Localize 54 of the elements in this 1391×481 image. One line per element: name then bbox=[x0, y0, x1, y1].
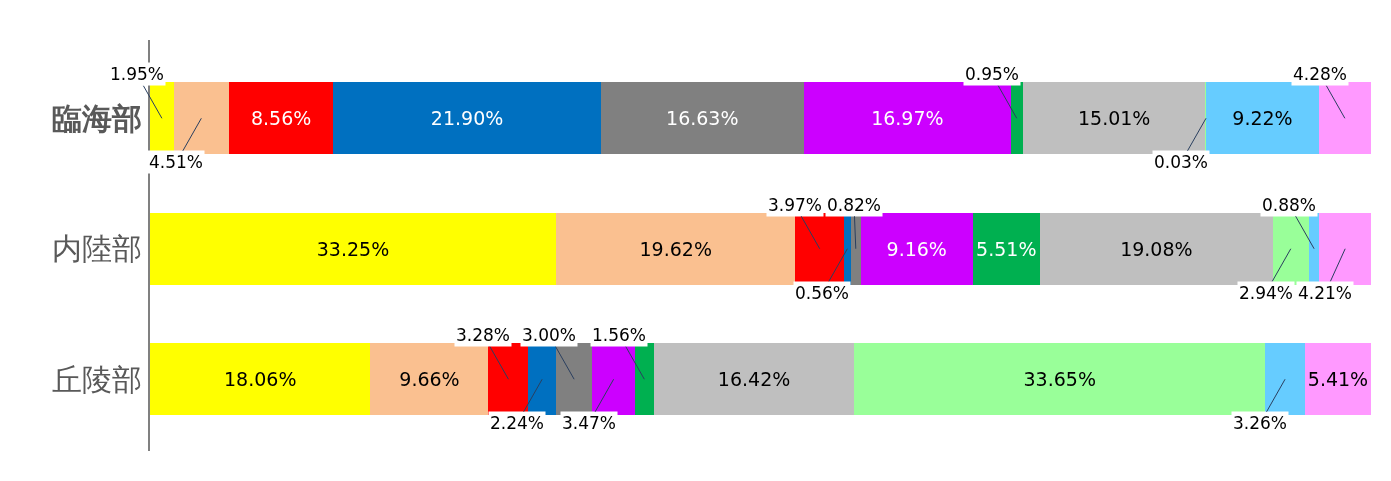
bar bbox=[600, 82, 804, 155]
bar bbox=[173, 82, 229, 155]
bar bbox=[1039, 212, 1273, 285]
data-label: 3.97% bbox=[768, 195, 823, 215]
bar bbox=[1010, 82, 1023, 155]
bar bbox=[860, 212, 973, 285]
data-label: 9.16% bbox=[886, 237, 947, 260]
data-label: 33.65% bbox=[1023, 368, 1096, 391]
data-label: 2.94% bbox=[1239, 283, 1294, 303]
data-label: 4.51% bbox=[149, 152, 204, 172]
data-label: 16.42% bbox=[717, 368, 791, 391]
data-label: 16.97% bbox=[871, 107, 944, 130]
bar bbox=[150, 343, 371, 416]
bar bbox=[854, 343, 1266, 416]
bar bbox=[972, 212, 1040, 285]
y-tick-label: 臨海部 bbox=[52, 100, 142, 136]
bar bbox=[370, 343, 489, 416]
bar bbox=[653, 343, 855, 416]
data-label: 0.56% bbox=[795, 283, 850, 303]
data-label: 0.03% bbox=[1154, 152, 1209, 172]
data-label: 0.82% bbox=[827, 195, 882, 215]
data-label: 9.22% bbox=[1232, 107, 1293, 130]
data-label: 8.56% bbox=[250, 107, 312, 130]
data-label: 15.01% bbox=[1077, 107, 1151, 130]
bar bbox=[1304, 343, 1371, 416]
y-tick-label: 内陸部 bbox=[52, 231, 142, 267]
data-label: 1.56% bbox=[592, 325, 647, 345]
data-label: 2.24% bbox=[490, 413, 545, 433]
data-label: 19.62% bbox=[639, 237, 712, 260]
data-label: 19.08% bbox=[1120, 237, 1193, 260]
bar bbox=[803, 82, 1011, 155]
bar bbox=[333, 82, 601, 155]
bar bbox=[228, 82, 334, 155]
data-label: 0.88% bbox=[1262, 195, 1317, 215]
data-label: 16.63% bbox=[666, 107, 739, 130]
data-label: 18.06% bbox=[224, 368, 297, 391]
bar bbox=[1022, 82, 1206, 155]
data-label: 4.28% bbox=[1293, 64, 1348, 84]
data-label: 5.51% bbox=[976, 237, 1037, 260]
data-label: 4.21% bbox=[1298, 283, 1353, 303]
data-label: 3.26% bbox=[1233, 413, 1288, 433]
data-label: 3.28% bbox=[456, 325, 511, 345]
data-label: 1.95% bbox=[110, 64, 165, 84]
data-label: 3.00% bbox=[522, 325, 577, 345]
bar bbox=[1206, 82, 1319, 155]
data-label: 3.47% bbox=[562, 413, 617, 433]
data-label: 9.66% bbox=[399, 368, 460, 391]
data-label: 21.90% bbox=[430, 107, 504, 130]
y-tick-label: 丘陵部 bbox=[52, 361, 142, 397]
data-label: 0.95% bbox=[965, 64, 1020, 84]
data-label: 5.41% bbox=[1307, 368, 1369, 391]
bar bbox=[150, 212, 556, 285]
bar bbox=[555, 212, 796, 285]
data-label: 33.25% bbox=[316, 237, 390, 260]
